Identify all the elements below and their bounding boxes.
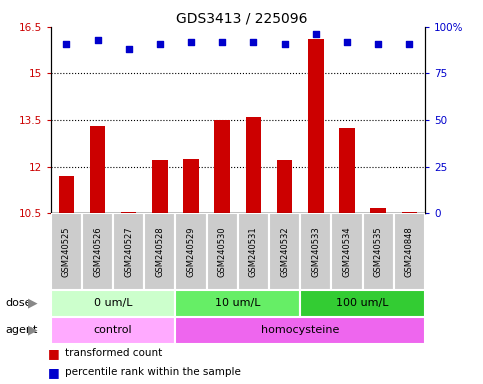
Bar [363, 213, 394, 290]
Text: GSM240528: GSM240528 [156, 226, 164, 277]
Bar [370, 209, 386, 213]
Text: GDS3413 / 225096: GDS3413 / 225096 [176, 12, 307, 25]
Bar [269, 213, 300, 290]
Bar [90, 126, 105, 213]
Text: homocysteine: homocysteine [261, 325, 340, 335]
Bar [300, 213, 331, 290]
Point [218, 39, 226, 45]
Bar [308, 39, 324, 213]
Text: GSM240535: GSM240535 [374, 226, 383, 277]
Point [374, 41, 382, 47]
Bar [175, 317, 425, 344]
Text: GSM240526: GSM240526 [93, 226, 102, 277]
Text: dose: dose [6, 298, 32, 308]
Text: agent: agent [6, 325, 38, 335]
Text: GSM240525: GSM240525 [62, 226, 71, 277]
Bar [183, 159, 199, 213]
Bar [113, 213, 144, 290]
Bar [121, 212, 137, 213]
Text: GSM240533: GSM240533 [312, 226, 320, 277]
Text: ■: ■ [48, 366, 60, 379]
Bar [394, 213, 425, 290]
Bar [331, 213, 363, 290]
Bar [238, 213, 269, 290]
Point [94, 37, 101, 43]
Text: GSM240527: GSM240527 [124, 226, 133, 277]
Bar [51, 290, 175, 317]
Bar [246, 117, 261, 213]
Bar [175, 213, 207, 290]
Bar [152, 161, 168, 213]
Point [312, 31, 320, 37]
Point [125, 46, 132, 52]
Text: control: control [94, 325, 132, 335]
Text: GSM240531: GSM240531 [249, 226, 258, 277]
Bar [402, 212, 417, 213]
Point [281, 41, 288, 47]
Bar [51, 213, 82, 290]
Text: percentile rank within the sample: percentile rank within the sample [65, 367, 241, 377]
Text: 0 um/L: 0 um/L [94, 298, 132, 308]
Text: ■: ■ [48, 347, 60, 360]
Bar [214, 120, 230, 213]
Point [250, 39, 257, 45]
Bar [58, 176, 74, 213]
Text: ▶: ▶ [28, 297, 38, 310]
Bar [300, 290, 425, 317]
Text: GSM240529: GSM240529 [186, 226, 196, 277]
Text: 100 um/L: 100 um/L [336, 298, 389, 308]
Point [343, 39, 351, 45]
Text: GSM240534: GSM240534 [342, 226, 352, 277]
Text: ▶: ▶ [28, 324, 38, 337]
Point [62, 41, 70, 47]
Point [187, 39, 195, 45]
Point [156, 41, 164, 47]
Point [406, 41, 413, 47]
Bar [51, 317, 175, 344]
Bar [175, 290, 300, 317]
Bar [277, 161, 293, 213]
Text: 10 um/L: 10 um/L [215, 298, 261, 308]
Bar [207, 213, 238, 290]
Bar [339, 128, 355, 213]
Bar [144, 213, 175, 290]
Bar [82, 213, 113, 290]
Text: GSM240532: GSM240532 [280, 226, 289, 277]
Text: transformed count: transformed count [65, 348, 162, 358]
Text: GSM240530: GSM240530 [218, 226, 227, 277]
Text: GSM240848: GSM240848 [405, 226, 414, 277]
